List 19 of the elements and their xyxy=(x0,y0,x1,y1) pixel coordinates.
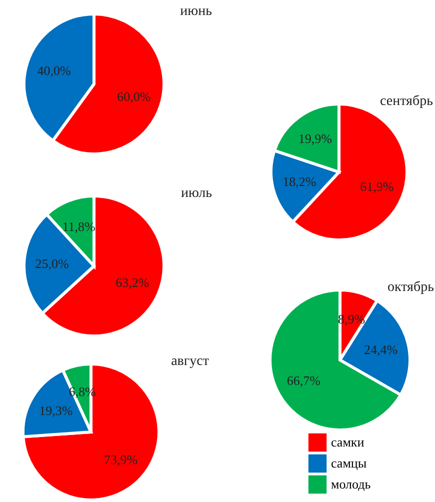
data-label: 25,0% xyxy=(35,256,69,272)
data-label: 19,3% xyxy=(39,403,73,418)
text: август xyxy=(171,354,209,369)
data-label: 60,0% xyxy=(117,88,151,104)
data-label: 19,9% xyxy=(298,130,332,146)
data-label: 61,9% xyxy=(360,178,394,194)
data-label: 66,7% xyxy=(286,373,321,388)
data-label: 24,4% xyxy=(364,342,398,357)
data-label: 18,2% xyxy=(282,174,316,190)
legend-label: самцы xyxy=(331,456,367,470)
legend-label: молодь xyxy=(331,476,371,492)
data-label: 63,2% xyxy=(116,274,150,290)
data-label: 73,9% xyxy=(104,452,138,467)
text: июнь xyxy=(180,4,212,19)
chart-title: октябрь xyxy=(388,280,434,295)
data-label: 40,0% xyxy=(37,63,72,78)
chart-title: сентябрь xyxy=(380,94,433,109)
legend-label: самки xyxy=(331,434,364,450)
text: июль xyxy=(181,186,212,201)
